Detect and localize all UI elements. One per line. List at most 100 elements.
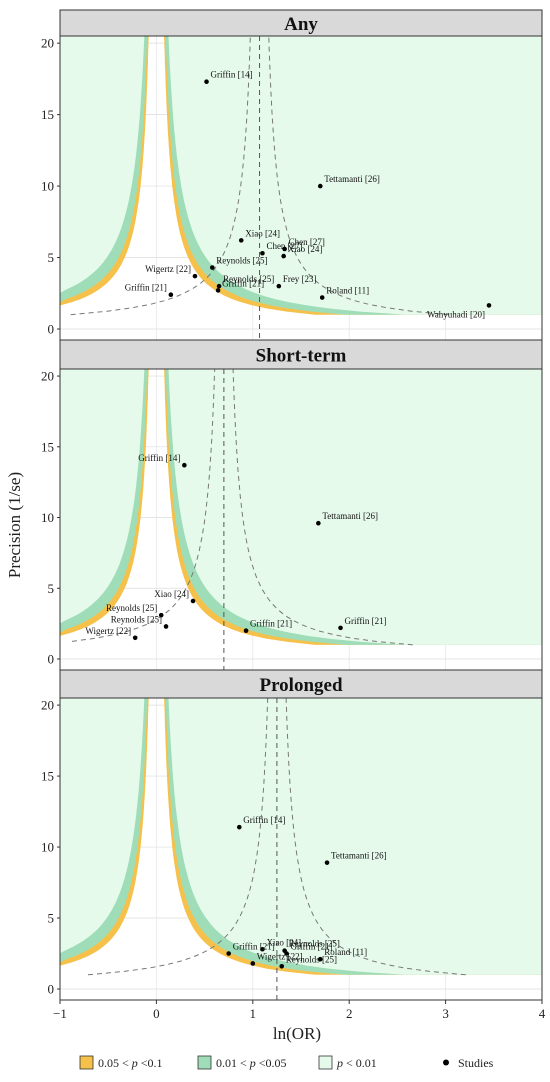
legend-label-text: 0.01 < <box>216 1056 250 1070</box>
study-point <box>158 612 164 618</box>
study-label: Reynolds [25] <box>111 614 162 624</box>
legend-swatch <box>197 1055 212 1070</box>
y-tick-label: 0 <box>48 982 55 997</box>
study-point <box>486 303 492 308</box>
study-label: Xiao [24] <box>245 228 280 238</box>
funnel-line-right <box>285 697 466 976</box>
axis-layer: ln(OR) Precision (1/se) −1 0 1 2 3 4 <box>5 472 546 1043</box>
legend-label: 0.01 < p <0.05 <box>216 1056 287 1070</box>
panels-layer: Any 0 5 10 15 20 Griffin [14] Tettamanti [26] Xi… <box>41 9 543 1001</box>
study-point <box>260 946 265 952</box>
study-point <box>317 956 323 962</box>
study-label: Roland [11] <box>324 947 367 957</box>
legend-label-p: p <box>336 1056 343 1070</box>
study-label: Reynolds [25] <box>106 603 157 613</box>
study-point <box>216 283 222 289</box>
study-label: Reynolds [25] <box>223 274 274 284</box>
study-label: Griffin [21] <box>233 942 275 952</box>
legend-label: 0.05 < p <0.1 <box>98 1056 163 1070</box>
funnel-line-left <box>70 35 251 316</box>
panel-strip <box>59 9 543 37</box>
funnel-line-right <box>232 368 413 646</box>
study-label: Reynolds [25] <box>289 939 340 949</box>
panel-short-term: Short-term 0 5 10 15 20 Griffin [14] Tettamanti… <box>41 339 543 671</box>
funnel-line-left <box>87 697 269 976</box>
study-label: Chen [27] <box>289 237 325 247</box>
study-label: Roland [11] <box>326 286 369 296</box>
contour-region-p-0-01 <box>60 369 542 645</box>
study-point <box>192 273 198 279</box>
study-point <box>182 462 187 468</box>
panel-strip <box>59 669 543 699</box>
study-point <box>168 292 174 297</box>
study-point <box>282 246 287 252</box>
panel-strip <box>59 339 543 370</box>
panel-title: Prolonged <box>259 675 342 696</box>
study-label: Tettamanti [26] <box>331 851 387 861</box>
legend-label-text: < 0.01 <box>343 1056 377 1070</box>
study-point <box>284 951 289 956</box>
study-label: Frey [23] <box>283 274 317 284</box>
study-point <box>210 265 215 270</box>
study-label: Griffin [14] <box>138 453 180 463</box>
x-tick-label: −1 <box>53 1006 67 1021</box>
legend-label: p < 0.01 <box>336 1056 377 1070</box>
panel-prolonged: Prolonged 0 5 10 15 20 Griffin [14] Tettamanti … <box>41 669 543 1001</box>
study-point <box>132 635 138 641</box>
y-axis-label: Precision (1/se) <box>5 472 24 578</box>
study-point <box>324 860 330 865</box>
study-label: Wigertz [22] <box>257 951 303 961</box>
legend-point-marker <box>443 1059 449 1066</box>
study-label: Reynolds [25] <box>286 954 337 964</box>
y-tick-label: 10 <box>41 840 54 855</box>
legend: 0.05 < p <0.1 0.01 < p <0.05 p < 0.01 Studi… <box>79 1055 494 1070</box>
y-tick-label: 15 <box>41 769 54 784</box>
y-tick-label: 15 <box>41 107 54 122</box>
study-label: Xiao [24] <box>266 937 301 947</box>
study-point <box>316 520 321 526</box>
legend-label-text: <0.1 <box>138 1056 163 1070</box>
x-tick-label: 4 <box>539 1006 546 1021</box>
study-label: Chen [27] <box>266 241 302 251</box>
study-point <box>317 183 323 189</box>
study-point <box>279 963 285 969</box>
study-point <box>319 295 325 300</box>
study-label: Tettamanti [26] <box>322 511 378 521</box>
contour-region-p-0-01 <box>60 698 542 975</box>
study-point <box>204 79 209 85</box>
y-tick-label: 10 <box>41 510 54 525</box>
study-point <box>260 250 265 256</box>
study-label: Wigertz [22] <box>85 626 131 636</box>
study-point <box>250 961 256 966</box>
y-tick-label: 20 <box>41 36 54 51</box>
y-tick-label: 15 <box>41 439 54 454</box>
study-label: Xiao [24] <box>288 244 323 254</box>
panel-title: Any <box>284 14 318 35</box>
legend-label-p: p <box>131 1056 138 1070</box>
study-label: Wahyuhadi [20] <box>427 309 485 319</box>
legend-swatch <box>318 1055 333 1070</box>
contour-region-p-0-01 <box>60 36 542 315</box>
x-tick-label: 1 <box>250 1006 257 1021</box>
study-label: Griffin [14] <box>243 815 285 825</box>
funnel-line-left <box>71 368 216 642</box>
study-label: Griffin [21] <box>345 616 387 626</box>
x-axis-label: ln(OR) <box>273 1024 321 1043</box>
study-point <box>237 824 242 830</box>
study-label: Griffin [21] <box>250 619 292 629</box>
y-tick-label: 20 <box>41 369 54 384</box>
study-point <box>226 951 231 956</box>
study-label: Griffin [14] <box>211 70 253 80</box>
y-tick-label: 0 <box>48 322 55 337</box>
x-tick-label: 2 <box>346 1006 353 1021</box>
study-label: Wigertz [22] <box>145 264 191 274</box>
panel-title: Short-term <box>256 346 347 367</box>
y-tick-label: 10 <box>41 179 54 194</box>
legend-label-text: <0.05 <box>256 1056 287 1070</box>
study-label: Griffin [21] <box>125 283 167 293</box>
study-label: Griffin [21] <box>291 942 333 952</box>
y-tick-label: 20 <box>41 698 54 713</box>
study-point <box>243 628 249 634</box>
funnel-line-right <box>268 35 449 316</box>
study-point <box>338 625 343 631</box>
